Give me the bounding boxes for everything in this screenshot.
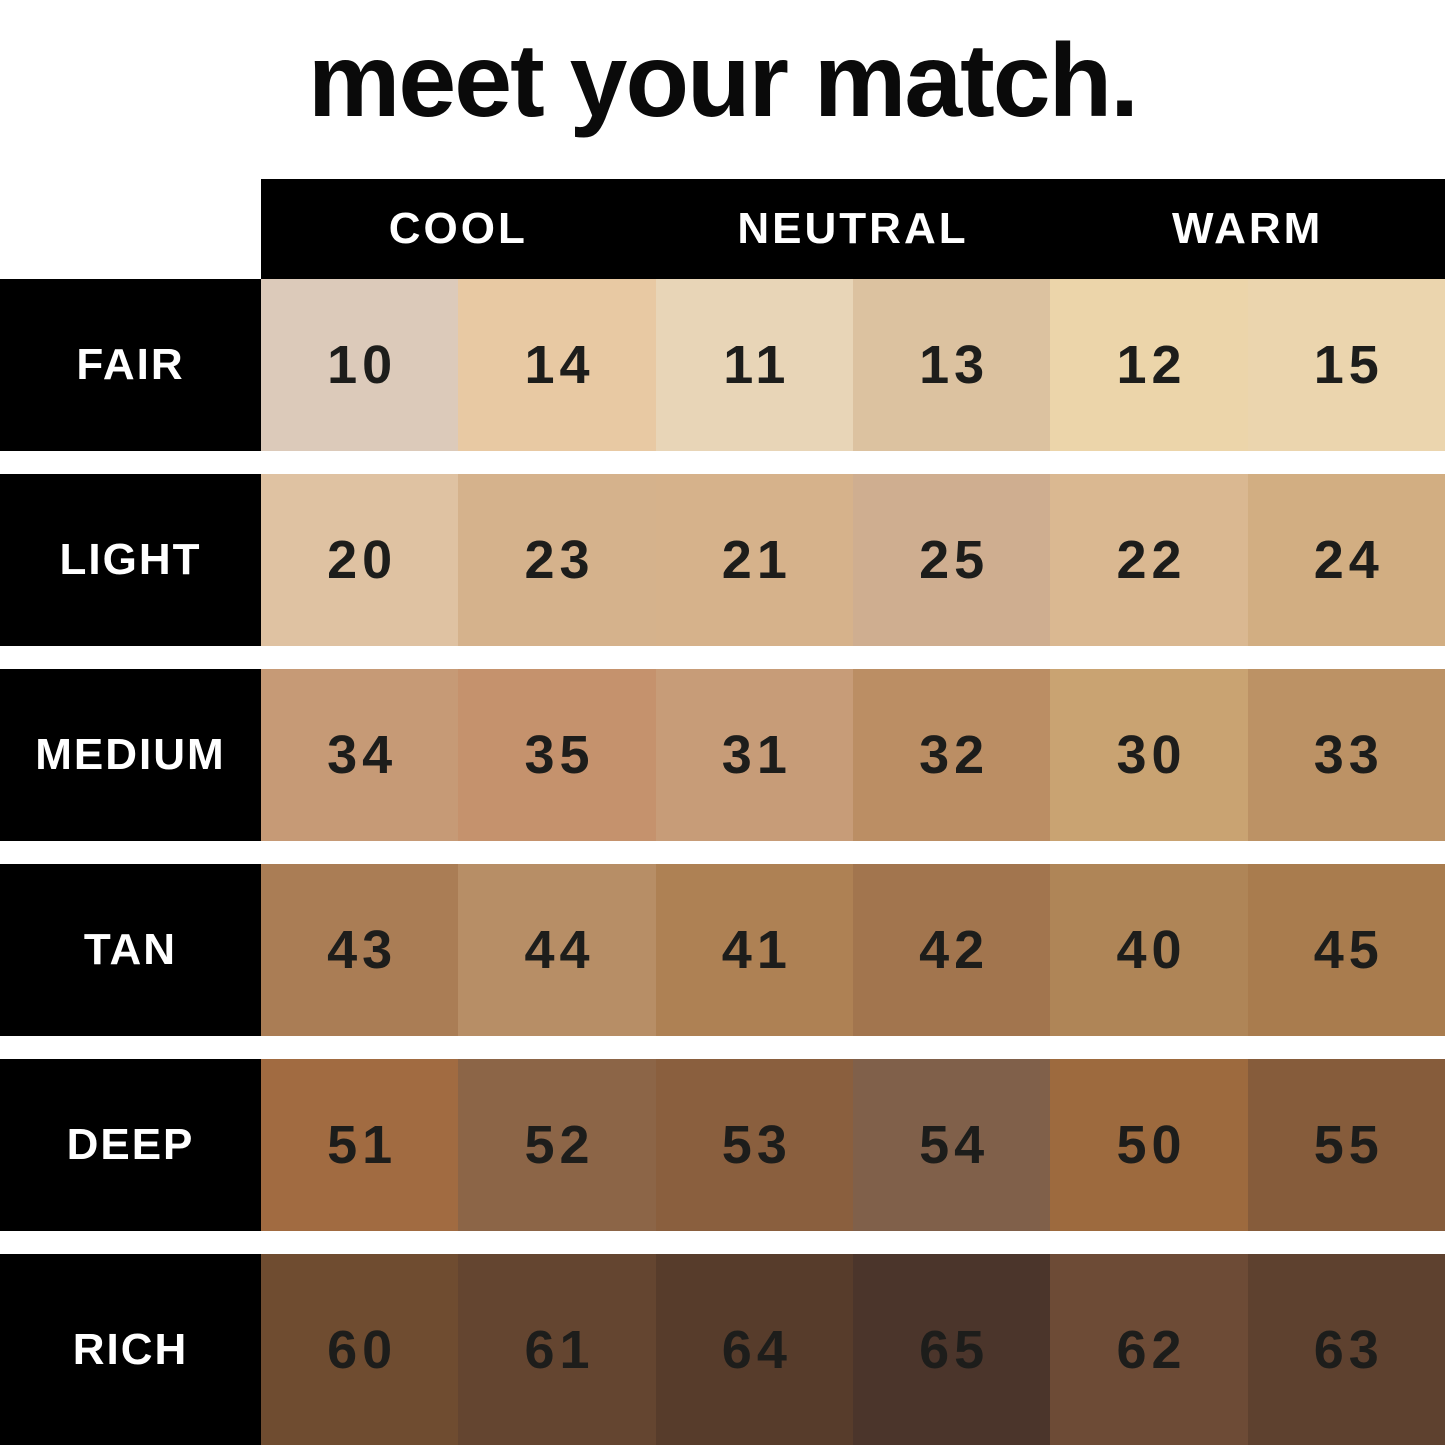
shade-swatch: 53 [655,1059,853,1231]
shade-number: 44 [524,920,595,980]
shade-swatch: 61 [458,1254,656,1445]
shade-swatch: 55 [1247,1059,1445,1231]
shade-number: 64 [721,1319,792,1380]
header-warm: WARM [1172,204,1324,253]
shade-swatch: 41 [655,864,853,1036]
shade-number: 20 [327,530,398,590]
shade-swatch: 35 [458,669,656,841]
shade-swatch: 50 [1050,1059,1248,1231]
shade-swatch: 43 [261,864,459,1036]
shade-number: 13 [919,335,990,395]
shade-row: FAIR 10 14 11 13 12 15 [0,279,1445,451]
header-neutral: NEUTRAL [737,204,969,253]
shade-swatch: 20 [261,474,459,646]
shade-swatch: 15 [1247,279,1445,451]
undertone-header-bar: COOL NEUTRAL WARM [261,179,1445,279]
shade-row: RICH 60 61 64 65 62 63 [0,1254,1445,1445]
shade-number: 34 [327,725,398,785]
shade-swatch: 64 [655,1254,853,1445]
shade-number: 63 [1313,1319,1384,1380]
shade-row: DEEP 51 52 53 54 50 55 [0,1059,1445,1231]
shade-number: 32 [919,725,990,785]
shade-number: 24 [1313,530,1384,590]
shade-number: 53 [721,1115,792,1175]
shade-swatch: 34 [261,669,459,841]
shade-swatch: 21 [655,474,853,646]
shade-number: 55 [1313,1115,1384,1175]
shade-swatch: 23 [458,474,656,646]
shade-number: 23 [524,530,595,590]
shade-row: TAN 43 44 41 42 40 45 [0,864,1445,1036]
shade-swatch: 24 [1247,474,1445,646]
shade-swatch: 40 [1050,864,1248,1036]
row-label: LIGHT [0,474,261,646]
shade-number: 21 [721,530,792,590]
shade-swatch: 42 [852,864,1051,1036]
row-label: TAN [0,864,261,1036]
shade-number: 33 [1313,725,1384,785]
shade-number: 65 [919,1319,990,1380]
shade-number: 14 [524,335,595,395]
shade-number: 12 [1116,335,1187,395]
shade-number: 25 [919,530,990,590]
shade-swatch: 52 [458,1059,656,1231]
shade-swatch: 10 [261,279,459,451]
shade-number: 62 [1116,1319,1187,1380]
row-label: MEDIUM [0,669,261,841]
shade-swatch: 30 [1050,669,1248,841]
shade-row: MEDIUM 34 35 31 32 30 33 [0,669,1445,841]
page-title: meet your match. [307,23,1139,139]
shade-swatch: 13 [852,279,1051,451]
shade-swatch: 45 [1247,864,1445,1036]
shade-swatch: 54 [852,1059,1051,1231]
row-label: RICH [0,1254,261,1445]
shade-swatch: 32 [852,669,1051,841]
shade-swatch: 63 [1247,1254,1445,1445]
shade-number: 54 [919,1115,990,1175]
shade-number: 40 [1116,920,1187,980]
shade-grid: FAIR 10 14 11 13 12 15 LIGHT 20 23 21 25 22 24 MEDIUM 3… [0,279,1445,1445]
header-cool: COOL [388,204,528,253]
shade-number: 52 [524,1115,595,1175]
shade-number: 35 [524,725,595,785]
shade-number: 41 [721,920,792,980]
shade-swatch: 25 [852,474,1051,646]
shade-number: 43 [327,920,398,980]
row-label: FAIR [0,279,261,451]
shade-number: 31 [721,725,792,785]
shade-number: 22 [1116,530,1187,590]
shade-number: 42 [919,920,990,980]
shade-number: 50 [1116,1115,1187,1175]
shade-swatch: 31 [655,669,853,841]
shade-number: 10 [327,335,398,395]
shade-number: 60 [327,1319,398,1380]
shade-swatch: 60 [261,1254,459,1445]
shade-swatch: 14 [458,279,656,451]
shade-number: 51 [327,1115,398,1175]
shade-swatch: 51 [261,1059,459,1231]
shade-swatch: 33 [1247,669,1445,841]
row-label: DEEP [0,1059,261,1231]
shade-number: 30 [1116,725,1187,785]
shade-swatch: 12 [1050,279,1248,451]
shade-swatch: 65 [852,1254,1051,1445]
shade-number: 45 [1313,920,1384,980]
shade-swatch: 62 [1050,1254,1248,1445]
shade-number: 15 [1313,335,1384,395]
shade-row: LIGHT 20 23 21 25 22 24 [0,474,1445,646]
shade-swatch: 11 [655,279,853,451]
shade-swatch: 22 [1050,474,1248,646]
shade-number: 11 [723,335,791,395]
shade-swatch: 44 [458,864,656,1036]
shade-number: 61 [524,1319,595,1380]
